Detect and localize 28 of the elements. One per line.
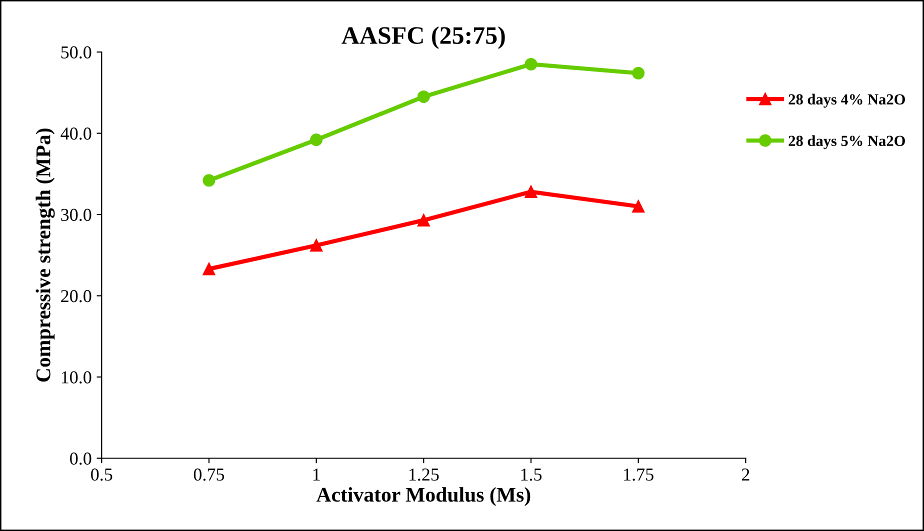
x-tick-label: 1	[313, 468, 320, 481]
y-tick-label: 10.0	[62, 371, 92, 384]
y-tick-label: 50.0	[61, 46, 92, 59]
point	[310, 239, 323, 252]
legend-label: 28 days 5% Na2O	[788, 135, 905, 150]
y-tick-label: 20.0	[61, 290, 92, 302]
y-axis-title: Compressive strength (MPa)	[36, 128, 55, 382]
x-axis-title: Activator Modulus (Ms)	[316, 487, 530, 506]
legend-label: 28 days 4% Na2O	[788, 94, 905, 108]
x-tick-label: 1.25	[409, 468, 439, 481]
chart-title: AASFC (25:75)	[342, 26, 505, 50]
point	[202, 174, 216, 187]
point	[417, 214, 430, 226]
point	[524, 58, 538, 70]
x-tick-label: 0.5	[91, 468, 112, 481]
point	[632, 200, 645, 213]
point	[524, 186, 538, 198]
y-tick-label: 40.0	[60, 128, 92, 140]
x-tick-label: 0.75	[194, 468, 224, 481]
x-tick-label: 2	[742, 468, 750, 481]
point	[632, 66, 645, 80]
point	[310, 134, 323, 146]
point	[417, 90, 430, 103]
point	[202, 262, 216, 276]
y-tick-label: 30.0	[61, 208, 92, 222]
x-tick-label: 1.5	[521, 468, 542, 481]
x-tick-label: 1.75	[624, 468, 654, 481]
y-tick-label: 0.0	[70, 452, 92, 465]
